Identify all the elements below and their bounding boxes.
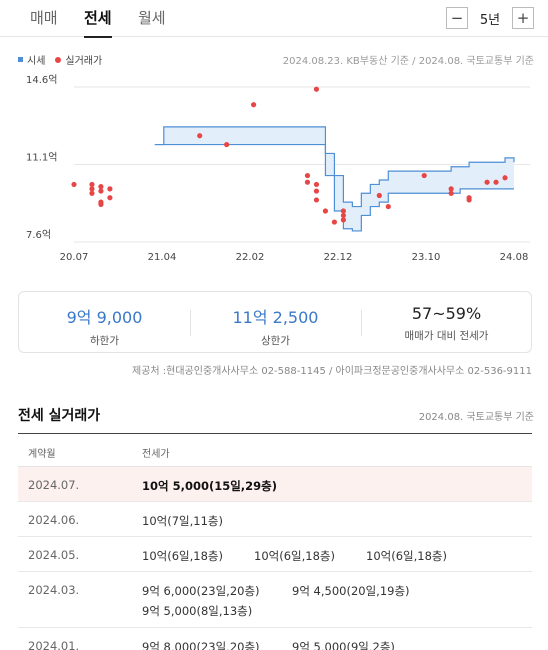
market-price-upper-line [154, 126, 515, 208]
deal-item: 9억 5,000(9일,2층) [292, 640, 395, 650]
actual-deal-point [107, 195, 113, 201]
actual-deal-point [98, 188, 104, 194]
tab-jeonse[interactable]: 전세 [84, 7, 112, 38]
actual-deal-point [304, 172, 311, 179]
deal-item: 10억(6일,18층) [254, 549, 335, 563]
actual-deal-point [313, 86, 320, 92]
jeonse-ratio-label: 매매가 대비 전세가 [404, 330, 489, 342]
actual-deal-point [466, 197, 472, 203]
y-tick-label: 7.6억 [26, 229, 51, 241]
actual-deal-point [484, 179, 490, 185]
actual-deal-point [71, 181, 77, 188]
deals-section-title: 전세 실거래가 [18, 408, 101, 424]
actual-deal-point [421, 172, 427, 179]
period-decrease-button[interactable]: − [446, 7, 468, 29]
price-chart: 14.6억 11.1억 7.6억 20.07 21.04 22.02 22.12 23.10 2… [26, 74, 530, 263]
jeonse-ratio-summary: 57~59% 매매가 대비 전세가 [361, 292, 532, 354]
actual-deal-point [322, 208, 329, 214]
deals-table-header: 계약월 전세가 [18, 433, 532, 467]
x-tick-label: 22.02 [236, 252, 265, 263]
low-price-value: 9억 9,000 [66, 308, 143, 327]
actual-deal-point [448, 186, 454, 192]
low-price-label: 하한가 [90, 335, 119, 347]
price-summary-box: 9억 9,000 하한가 11억 2,500 상한가 57~59% 매매가 대비… [18, 291, 532, 353]
actual-deal-point [98, 184, 104, 190]
data-provider-text: 제공처 :현대공인중개사사무소 02-588-1145 / 아이파크정문공인중개… [132, 366, 532, 377]
x-tick-label: 23.10 [412, 252, 441, 263]
column-header-price: 전세가 [142, 449, 170, 460]
deal-month: 2024.07. [28, 478, 80, 492]
summary-divider [361, 310, 362, 336]
deal-month: 2024.05. [28, 548, 80, 562]
market-price-lower-line [154, 143, 514, 232]
deal-type-tabs: 매매 전세 월세 − 5년 + [0, 0, 548, 38]
y-tick-label: 14.6억 [26, 74, 57, 86]
period-value: 5년 [479, 12, 501, 28]
deal-item: 10억(6일,18층) [142, 549, 223, 563]
tab-monthly-rent[interactable]: 월세 [138, 9, 166, 27]
low-price-summary: 9억 9,000 하한가 [19, 292, 190, 354]
deal-item: 9억 5,000(8일,13층) [142, 604, 253, 618]
x-tick-label: 24.08 [500, 252, 529, 263]
actual-deal-point [89, 186, 95, 192]
high-price-label: 상한가 [261, 335, 290, 347]
table-row: 2024.05. 10억(6일,18층) 10억(6일,18층) 10억(6일,… [18, 537, 532, 572]
actual-deal-point [197, 133, 203, 139]
actual-deal-point [502, 175, 508, 181]
high-price-value: 11억 2,500 [232, 308, 319, 327]
actual-deal-point [340, 212, 346, 219]
jeonse-ratio-value: 57~59% [411, 304, 482, 323]
column-header-month: 계약월 [28, 449, 56, 460]
tab-sale[interactable]: 매매 [30, 9, 58, 27]
deal-item: 9억 4,500(20일,19층) [292, 584, 410, 598]
period-increase-button[interactable]: + [512, 7, 534, 29]
actual-price-legend-dot [55, 56, 62, 63]
chart-basis-text: 2024.08.23. KB부동산 기준 / 2024.08. 국토교통부 기준 [282, 56, 534, 67]
actual-deal-point [448, 190, 454, 196]
summary-divider [190, 310, 191, 336]
x-tick-label: 21.04 [148, 252, 177, 263]
actual-deal-point [331, 219, 338, 225]
actual-deal-point [224, 141, 230, 148]
deal-item: 10억 5,000(15일,29층) [142, 479, 278, 493]
market-price-legend-label: 시세 [27, 56, 46, 67]
market-price-legend-swatch [18, 57, 23, 62]
actual-deal-point [313, 188, 320, 194]
deal-item: 10억(6일,18층) [366, 549, 447, 563]
actual-price-legend-label: 실거래가 [65, 56, 103, 67]
deal-item: 9억 6,000(23일,20층) [142, 584, 260, 598]
deals-basis-text: 2024.08. 국토교통부 기준 [418, 412, 534, 423]
actual-deal-point [340, 208, 346, 214]
table-row: 2024.06. 10억(7일,11층) [18, 502, 532, 537]
actual-deal-point [250, 102, 257, 108]
table-row: 2024.03. 9억 6,000(23일,20층) 9억 4,500(20일,… [18, 572, 532, 628]
x-tick-label: 22.12 [324, 252, 353, 263]
market-price-band [154, 126, 514, 231]
deal-month: 2024.01. [28, 639, 80, 650]
deal-item: 10억(7일,11층) [142, 514, 223, 528]
actual-deal-point [493, 179, 499, 185]
actual-deal-point [107, 186, 113, 192]
actual-deal-point [313, 197, 320, 203]
deal-month: 2024.03. [28, 583, 80, 597]
actual-deal-point [313, 181, 320, 188]
deal-item: 9억 8,000(23일,20층) [142, 640, 260, 650]
actual-deal-point [385, 203, 391, 210]
x-tick-label: 20.07 [60, 252, 89, 263]
actual-deal-point [340, 217, 346, 223]
high-price-summary: 11억 2,500 상한가 [190, 292, 361, 354]
actual-deal-point [89, 190, 95, 196]
deal-month: 2024.06. [28, 513, 80, 527]
actual-deal-point [98, 201, 104, 207]
actual-deal-point [376, 192, 382, 199]
table-row: 2024.07. 10억 5,000(15일,29층) [18, 467, 532, 502]
period-selector: − 5년 + [446, 7, 534, 29]
chart-legend: 시세 실거래가 [18, 52, 102, 67]
actual-deal-point [89, 181, 95, 188]
table-row: 2024.01. 9억 8,000(23일,20층) 9억 5,000(9일,2… [18, 628, 532, 650]
actual-deal-point [304, 179, 311, 185]
y-tick-label: 11.1억 [26, 152, 57, 164]
